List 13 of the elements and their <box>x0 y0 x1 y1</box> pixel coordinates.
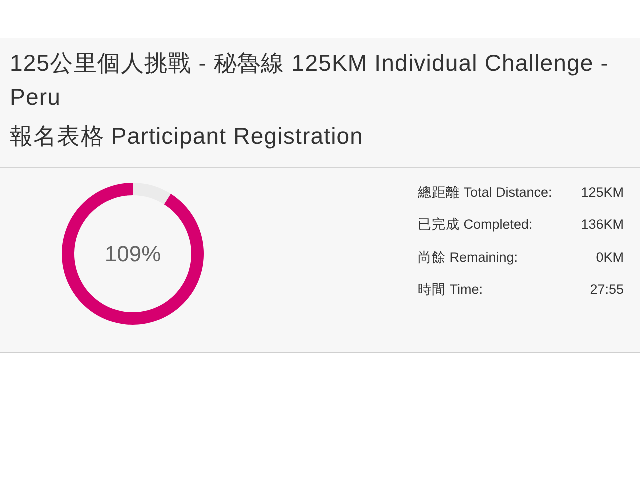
text: 時間 Time: <box>418 280 483 299</box>
text: 0KM <box>596 248 624 267</box>
text: 27:55 <box>590 280 624 299</box>
chart-subtitle: 報名表格 Participant Registration <box>10 122 365 151</box>
text: 125公里個人挑戰 - 秘魯線 125KM Individual Challenge - Peru <box>10 49 610 112</box>
text: 109% <box>104 242 162 266</box>
text: 已完成 Completed: <box>418 216 533 234</box>
text: 125KM <box>581 184 624 202</box>
donut-slice <box>62 183 204 325</box>
donut-slice <box>133 183 172 205</box>
text: 總距離 Total Distance: <box>418 184 552 202</box>
text: 尚餘 Remaining: <box>418 248 518 267</box>
text: 136KM <box>581 216 624 234</box>
